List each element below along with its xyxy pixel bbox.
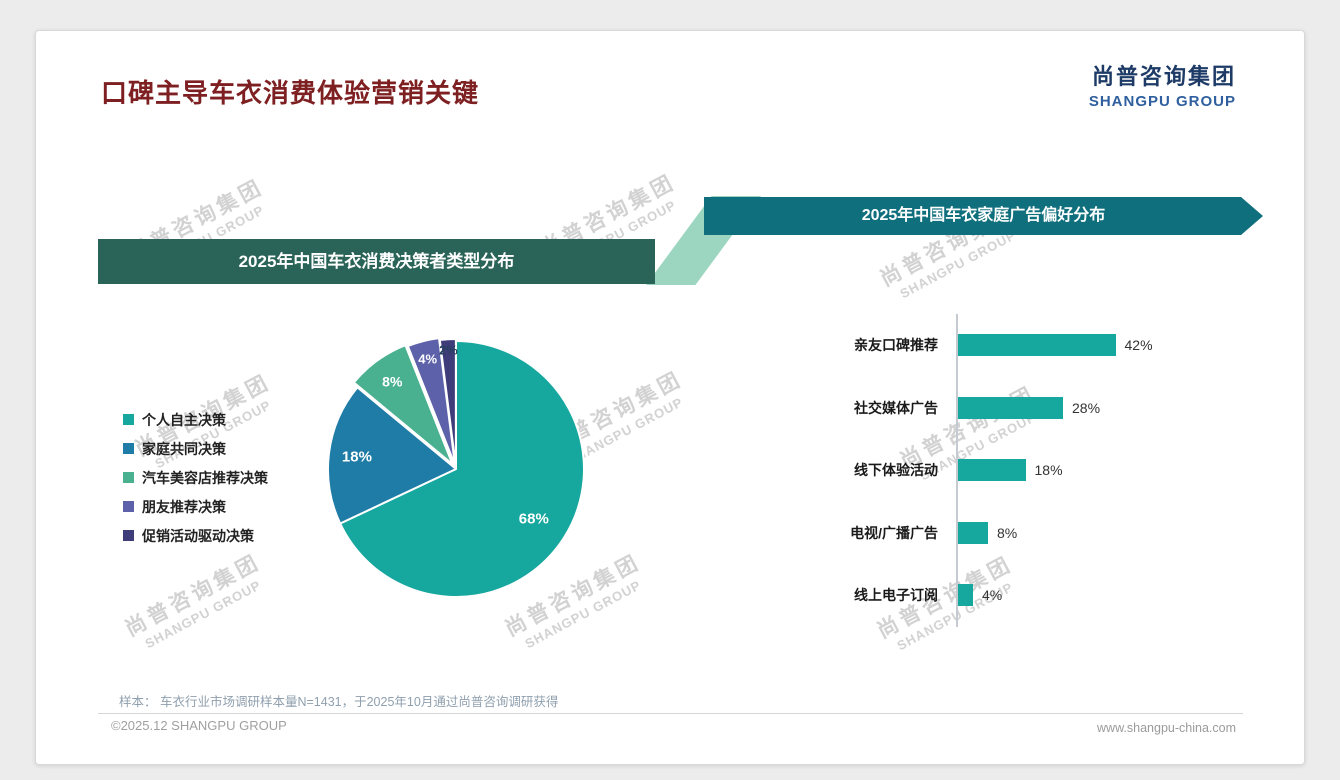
bar-value-label: 42% bbox=[1124, 337, 1153, 354]
bar-plot-area: 8% bbox=[956, 501, 1276, 564]
legend-swatch-icon bbox=[123, 530, 134, 541]
bar-category-label: 亲友口碑推荐 bbox=[854, 337, 938, 354]
legend-item: 促销活动驱动决策 bbox=[123, 521, 268, 550]
bar-row: 线上电子订阅 4% bbox=[796, 564, 1276, 627]
bar-chart: 亲友口碑推荐 42% 社交媒体广告 28% 线下体验活动 18% 电视/广播广告 8% 线上电子… bbox=[796, 314, 1276, 627]
bar-plot-area: 42% bbox=[956, 314, 1276, 377]
legend-label: 促销活动驱动决策 bbox=[142, 527, 254, 544]
legend-swatch-icon bbox=[123, 472, 134, 483]
pie-slice-0 bbox=[339, 340, 585, 598]
footer-divider bbox=[98, 713, 1243, 714]
pie-data-label-1: 18% bbox=[342, 448, 372, 465]
legend-item: 家庭共同决策 bbox=[123, 434, 268, 463]
legend-swatch-icon bbox=[123, 443, 134, 454]
bar-row: 电视/广播广告 8% bbox=[796, 501, 1276, 564]
bar-plot-area: 28% bbox=[956, 376, 1276, 439]
company-logo: 尚普咨询集团 SHANGPU GROUP bbox=[1089, 59, 1236, 110]
bar-row: 亲友口碑推荐 42% bbox=[796, 314, 1276, 377]
bar-2 bbox=[958, 459, 1026, 482]
legend-item: 朋友推荐决策 bbox=[123, 492, 268, 521]
bar-category-label: 线上电子订阅 bbox=[854, 587, 938, 604]
bar-plot-area: 4% bbox=[956, 564, 1276, 627]
watermark-english: SHANGPU GROUP bbox=[142, 577, 264, 652]
legend-label: 家庭共同决策 bbox=[142, 440, 226, 457]
bar-plot-area: 18% bbox=[956, 439, 1276, 502]
bar-0 bbox=[958, 334, 1116, 357]
legend-swatch-icon bbox=[123, 414, 134, 425]
page-title: 口碑主导车衣消费体验营销关键 bbox=[101, 78, 480, 108]
pie-slice-3 bbox=[406, 337, 457, 467]
footer-website: www.shangpu-china.com bbox=[1097, 721, 1236, 735]
pie-slice-2 bbox=[352, 344, 454, 466]
sample-footnote: 样本： 车衣行业市场调研样本量N=1431，于2025年10月通过尚普咨询调研获… bbox=[119, 695, 559, 709]
pie-data-label-3: 4% bbox=[418, 352, 437, 367]
bar-row: 社交媒体广告 28% bbox=[796, 376, 1276, 439]
legend-label: 汽车美容店推荐决策 bbox=[142, 469, 268, 486]
pie-slice-4 bbox=[438, 338, 457, 469]
footer-copyright: ©2025.12 SHANGPU GROUP bbox=[111, 718, 287, 733]
bar-chart-title-banner: 2025年中国车衣家庭广告偏好分布 bbox=[704, 197, 1263, 235]
bar-4 bbox=[958, 584, 973, 607]
pie-data-label-2: 8% bbox=[382, 373, 403, 389]
legend-label: 个人自主决策 bbox=[142, 411, 226, 428]
logo-chinese: 尚普咨询集团 bbox=[1091, 64, 1236, 89]
bar-value-label: 4% bbox=[982, 587, 1003, 604]
pie-chart-wrap: 68% 18% 8% 4% 2% bbox=[311, 324, 601, 614]
legend-label: 朋友推荐决策 bbox=[142, 498, 226, 515]
pie-slice-1 bbox=[327, 386, 457, 525]
watermark-chinese: 尚普咨询集团 bbox=[121, 550, 265, 642]
bar-value-label: 28% bbox=[1072, 399, 1101, 416]
pie-legend: 个人自主决策 家庭共同决策汽车美容店推荐决策 朋友推荐决策促销活动驱动决策 bbox=[123, 405, 268, 550]
bar-category-label: 线下体验活动 bbox=[854, 462, 938, 479]
legend-swatch-icon bbox=[123, 501, 134, 512]
bar-category-label: 社交媒体广告 bbox=[854, 399, 938, 416]
bar-1 bbox=[958, 396, 1063, 419]
bar-value-label: 8% bbox=[997, 524, 1018, 541]
bar-3 bbox=[958, 521, 988, 544]
legend-item: 汽车美容店推荐决策 bbox=[123, 463, 268, 492]
pie-chart-title-banner: 2025年中国车衣消费决策者类型分布 bbox=[98, 239, 655, 284]
pie-data-label-0: 68% bbox=[519, 510, 549, 527]
pie-chart: 68% 18% 8% 4%2% bbox=[327, 337, 585, 598]
pie-data-label-4: 2% bbox=[439, 342, 458, 357]
bar-value-label: 18% bbox=[1034, 462, 1063, 479]
logo-english: SHANGPU GROUP bbox=[1088, 93, 1236, 110]
bar-category-label: 电视/广播广告 bbox=[850, 524, 938, 541]
bar-row: 线下体验活动 18% bbox=[796, 439, 1276, 502]
legend-item: 个人自主决策 bbox=[123, 405, 268, 434]
